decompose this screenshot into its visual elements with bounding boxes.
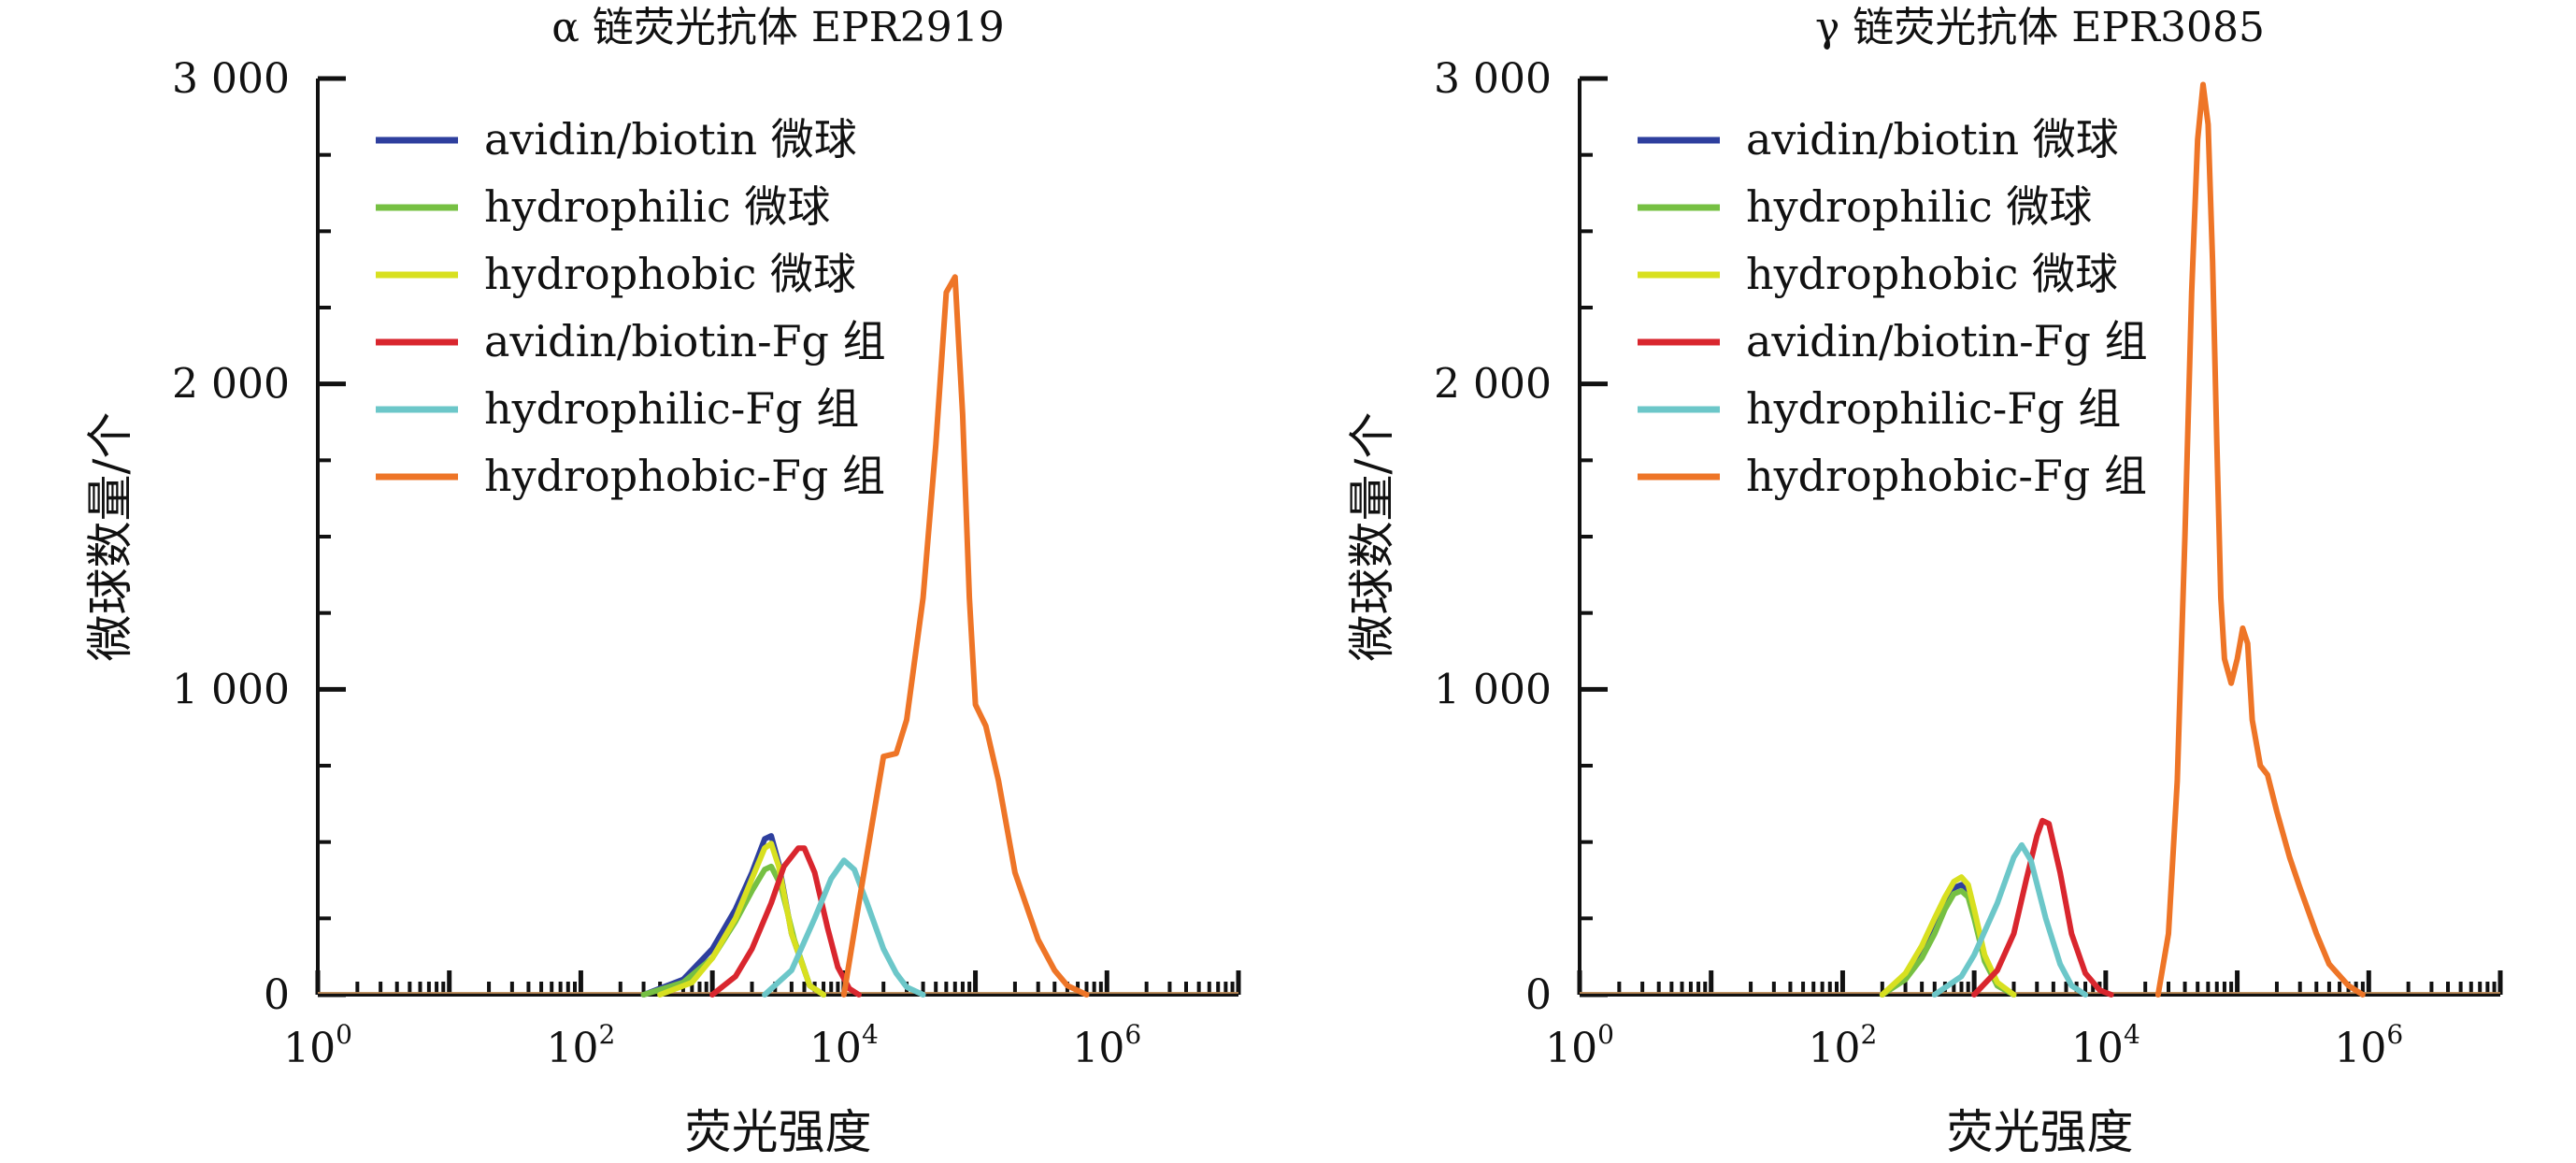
series-line (640, 833, 827, 998)
legend-label: hydrophobic-Fg 组 (484, 451, 885, 501)
legend-label: avidin/biotin 微球 (1746, 114, 2119, 165)
y-tick-label: 1 000 (172, 666, 290, 713)
x-tick-label: 104 (2071, 1019, 2140, 1072)
x-tick-label: 100 (283, 1019, 352, 1072)
legend-item: avidin/biotin-Fg 组 (376, 316, 886, 366)
legend-item: avidin/biotin-Fg 组 (1638, 316, 2148, 366)
series-line (2154, 81, 2366, 998)
legend-item: hydrophilic 微球 (1638, 181, 2092, 232)
legend-item: avidin/biotin 微球 (1638, 114, 2119, 165)
y-tick-label: 3 000 (172, 55, 290, 103)
legend-label: hydrophilic-Fg 组 (1746, 383, 2121, 434)
chart-title: γ 链荧光抗体 EPR3085 (1815, 4, 2265, 51)
legend-label: hydrophobic 微球 (484, 249, 856, 299)
legend-label: hydrophobic-Fg 组 (1746, 451, 2147, 501)
series-line (1931, 841, 2089, 998)
legend-item: hydrophilic-Fg 组 (376, 383, 859, 434)
x-tick-label: 106 (1072, 1019, 1141, 1072)
y-tick-label: 3 000 (1434, 55, 1552, 103)
legend-label: avidin/biotin 微球 (484, 114, 857, 165)
legend-item: hydrophobic-Fg 组 (376, 451, 885, 501)
legend: avidin/biotin 微球 hydrophilic 微球 hydrophobi… (1638, 114, 2148, 501)
chart-title: α 链荧光抗体 EPR2919 (551, 4, 1005, 51)
chart-panel-2: γ 链荧光抗体 EPR3085 0 1 000 2 000 3 000 100 102 104… (1345, 4, 2503, 1159)
series-line (657, 840, 827, 998)
x-axis-label: 荧光强度 (1947, 1105, 2134, 1159)
y-tick-label: 0 (1525, 971, 1552, 1019)
legend-item: hydrophilic 微球 (376, 181, 830, 232)
legend-label: avidin/biotin-Fg 组 (484, 316, 886, 366)
legend-item: hydrophobic 微球 (1638, 249, 2118, 299)
legend-item: hydrophobic-Fg 组 (1638, 451, 2147, 501)
legend: avidin/biotin 微球 hydrophilic 微球 hydrophobi… (376, 114, 886, 501)
chart-panel-1: α 链荧光抗体 EPR2919 0 1 000 2 000 3 000 100 102 104… (83, 4, 1241, 1159)
series-line (709, 845, 862, 998)
legend-label: hydrophobic 微球 (1746, 249, 2118, 299)
series-line (1879, 874, 2017, 998)
x-tick-label: 100 (1545, 1019, 1614, 1072)
y-tick-label: 0 (264, 971, 290, 1019)
series-line (762, 857, 926, 998)
x-tick-label: 102 (547, 1019, 616, 1072)
series-line (1971, 817, 2114, 998)
series-line (840, 274, 1090, 998)
y-tick-label: 2 000 (172, 361, 290, 409)
legend-label: hydrophilic-Fg 组 (484, 383, 859, 434)
x-tick-label: 104 (809, 1019, 879, 1072)
y-axis-label: 微球数量/个 (1345, 412, 1399, 662)
y-tick-label: 1 000 (1434, 666, 1552, 713)
y-axis-label: 微球数量/个 (83, 412, 137, 662)
y-tick-label: 2 000 (1434, 361, 1552, 409)
x-tick-label: 106 (2334, 1019, 2403, 1072)
x-axis-label: 荧光强度 (685, 1105, 872, 1159)
legend-label: hydrophilic 微球 (1746, 181, 2092, 232)
legend-item: hydrophilic-Fg 组 (1638, 383, 2121, 434)
legend-label: avidin/biotin-Fg 组 (1746, 316, 2148, 366)
legend-label: hydrophilic 微球 (484, 181, 830, 232)
x-tick-label: 102 (1809, 1019, 1878, 1072)
legend-item: avidin/biotin 微球 (376, 114, 857, 165)
legend-item: hydrophobic 微球 (376, 249, 856, 299)
